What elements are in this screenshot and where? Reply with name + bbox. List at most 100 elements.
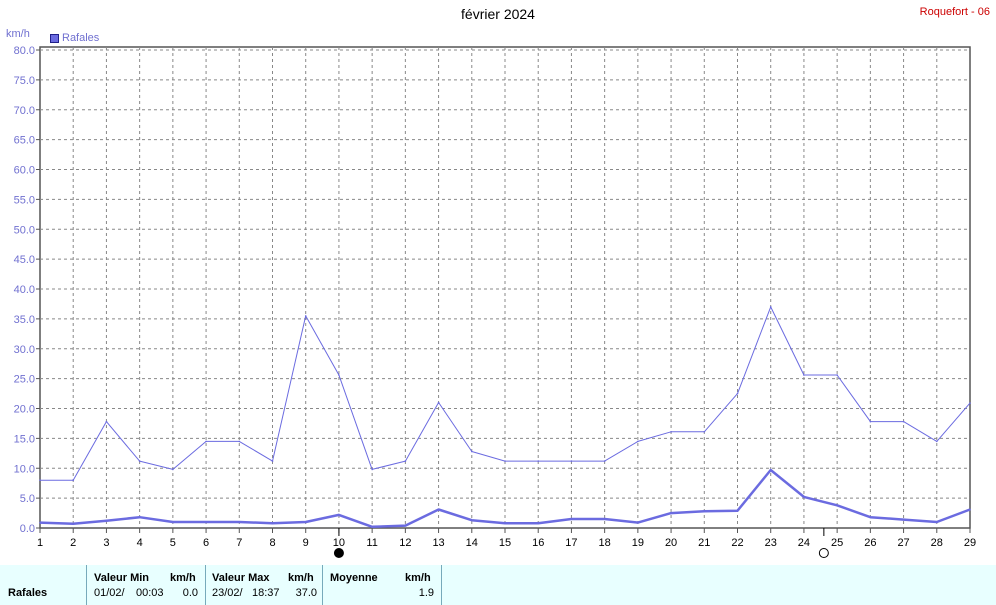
x-tick-label: 5 <box>170 537 176 549</box>
stats-max-unit: km/h <box>288 572 314 584</box>
y-tick-label: 15.0 <box>14 433 35 445</box>
data-point <box>902 420 905 423</box>
data-point <box>969 402 971 404</box>
data-point <box>670 512 672 514</box>
stats-divider <box>441 565 442 605</box>
station-label: Roquefort - 06 <box>919 6 990 18</box>
data-point <box>72 523 75 525</box>
y-tick-label: 45.0 <box>14 254 35 266</box>
data-point <box>205 440 207 443</box>
y-axis-unit: km/h <box>6 28 30 40</box>
data-point <box>304 315 307 317</box>
y-tick-label: 10.0 <box>14 463 35 475</box>
stats-avg-value: 1.9 <box>418 587 434 599</box>
y-tick-label: 40.0 <box>14 284 35 296</box>
data-point <box>935 521 938 523</box>
data-point <box>869 420 872 423</box>
x-tick-label: 9 <box>303 537 309 549</box>
stats-min-date: 01/02/ <box>94 587 125 599</box>
data-point <box>205 521 207 523</box>
data-point <box>869 516 872 519</box>
data-point <box>39 521 41 524</box>
legend-swatch <box>50 33 59 43</box>
stats-panel: Rafales Valeur Min km/h 01/02/ 00:03 0.0… <box>0 565 996 605</box>
data-point <box>138 516 141 519</box>
stats-avg-header: Moyenne <box>330 572 378 584</box>
data-point <box>504 460 506 462</box>
data-point <box>803 374 805 376</box>
data-point <box>172 468 174 471</box>
chart-title: février 2024 <box>461 6 535 22</box>
data-point <box>736 392 739 395</box>
x-tick-label: 22 <box>731 537 743 549</box>
y-tick-label: 30.0 <box>14 344 35 356</box>
data-point <box>537 522 540 525</box>
data-point <box>504 522 506 525</box>
y-tick-label: 35.0 <box>14 314 35 326</box>
data-point <box>338 514 340 516</box>
x-tick-label: 3 <box>103 537 109 549</box>
legend-label: Rafales <box>62 32 100 44</box>
data-point <box>271 460 274 462</box>
legend: Rafales <box>50 32 99 44</box>
x-tick-label: 10 <box>333 537 345 549</box>
series-line-gusts <box>40 306 971 481</box>
data-point <box>670 431 672 433</box>
stats-divider <box>322 565 323 605</box>
stats-row-label: Rafales <box>8 587 48 599</box>
data-point <box>836 504 838 507</box>
x-tick-label: 2 <box>70 537 76 549</box>
data-point <box>105 420 108 423</box>
data-point <box>437 508 440 511</box>
data-point <box>969 508 971 511</box>
x-tick-label: 4 <box>137 537 143 549</box>
y-tick-label: 5.0 <box>20 493 35 505</box>
data-point <box>836 374 838 376</box>
stats-min-time: 00:03 <box>136 587 164 599</box>
data-point <box>769 469 772 471</box>
data-point <box>603 460 606 462</box>
x-tick-label: 8 <box>269 537 275 549</box>
x-tick-label: 18 <box>599 537 611 549</box>
x-tick-label: 6 <box>203 537 209 549</box>
data-point <box>271 522 274 525</box>
y-tick-label: 50.0 <box>14 224 35 236</box>
x-tick-label: 27 <box>897 537 909 549</box>
data-point <box>238 521 241 523</box>
data-point <box>736 509 739 512</box>
data-point <box>603 518 606 520</box>
x-tick-label: 14 <box>466 537 478 549</box>
x-tick-label: 29 <box>964 537 976 549</box>
x-tick-label: 11 <box>366 537 377 549</box>
stats-divider <box>86 565 87 605</box>
data-point <box>703 431 706 433</box>
y-tick-label: 65.0 <box>14 135 35 147</box>
x-tick-label: 7 <box>236 537 242 549</box>
stats-max-time: 18:37 <box>252 587 280 599</box>
data-point <box>238 440 241 443</box>
data-point <box>172 521 174 523</box>
x-tick-label: 16 <box>532 537 544 549</box>
x-tick-label: 24 <box>798 537 810 549</box>
data-point <box>338 374 340 376</box>
data-point <box>570 518 573 520</box>
x-tick-label: 19 <box>632 537 644 549</box>
data-point <box>138 460 141 462</box>
y-tick-label: 75.0 <box>14 75 35 87</box>
x-tick-label: 21 <box>698 537 710 549</box>
data-point <box>637 440 639 443</box>
stats-max-value: 37.0 <box>295 587 317 599</box>
stats-avg-unit: km/h <box>405 572 431 584</box>
data-point <box>703 510 706 513</box>
data-point <box>803 496 805 498</box>
x-tick-label: 12 <box>399 537 411 549</box>
y-tick-label: 70.0 <box>14 105 35 117</box>
x-tick-label: 26 <box>864 537 876 549</box>
data-point <box>304 521 307 523</box>
y-tick-label: 60.0 <box>14 165 35 177</box>
stats-divider <box>205 565 206 605</box>
y-tick-label: 55.0 <box>14 194 35 206</box>
x-tick-label: 25 <box>831 537 843 549</box>
stats-min-value: 0.0 <box>182 587 198 599</box>
data-point <box>470 519 473 522</box>
